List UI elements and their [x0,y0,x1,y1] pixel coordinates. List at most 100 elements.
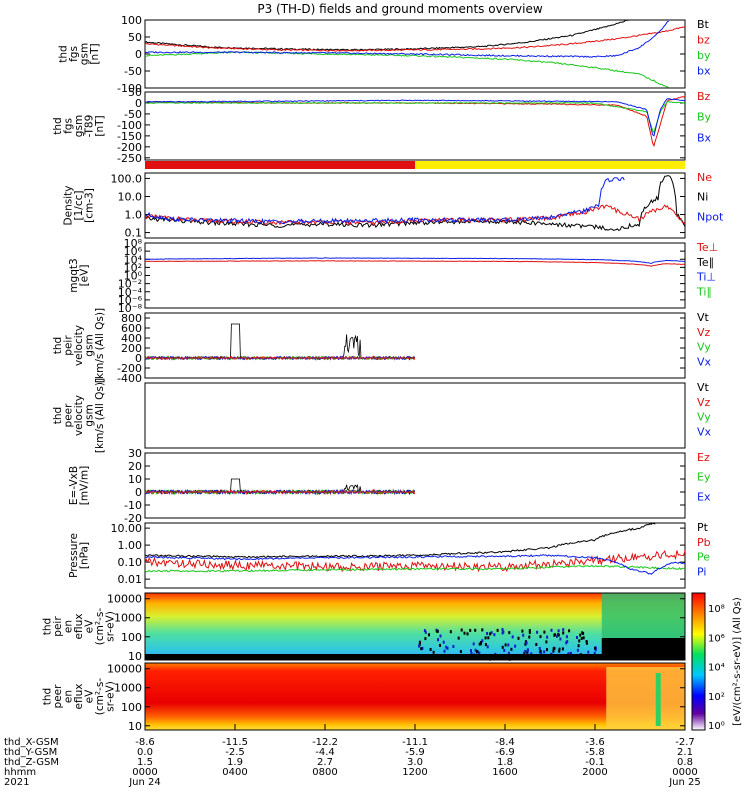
legend-Pi: Pi [697,565,706,578]
speckle [562,628,565,632]
speckle [526,648,529,652]
legend-Ni: Ni [697,191,708,204]
legend-Npot: Npot [697,210,724,223]
colorbar-tick: 10⁰ [708,721,725,732]
series-fgs_t89-By [144,101,686,134]
speckle [493,633,496,637]
speckle [460,628,463,632]
y-axis-label: Pressure [68,533,80,578]
legend-Ti∥: Ti∥ [696,285,712,298]
y-axis-label: mgqt3 [68,258,80,292]
y-axis-label: thd [52,337,64,354]
speckle [594,646,596,650]
speckle [557,629,560,633]
speckle [439,643,441,647]
speckle [521,629,524,633]
y-tick-label: 50 [128,31,142,44]
x-row-label: thd_X-GSM [4,737,59,748]
panel-frame [144,91,686,161]
y-axis-label: gsm [84,404,96,426]
series-density-Ne [144,204,686,226]
x-tick-label: -5.9 [405,747,425,758]
y-tick-label: 800 [121,312,142,325]
y-tick-label: 10⁰ [124,270,143,283]
speckle [576,648,579,652]
speckle [522,633,525,637]
y-tick-label: 100 [121,14,142,27]
y-axis-label: [nT] [89,43,101,64]
y-axis-label: en [63,690,75,703]
speckle [565,641,568,645]
x-tick-label: -4.4 [315,747,335,758]
speckle [486,632,489,635]
speckle [559,637,562,641]
y-axis-label: gsm [84,334,96,356]
legend-Pb: Pb [697,536,711,549]
y-tick-label: 10 [128,720,142,733]
x-tick-label: 1.9 [227,757,243,768]
speckle [507,643,510,647]
speckle [582,636,585,640]
speckle [556,634,558,638]
speckle [472,642,475,646]
panel-frame [144,19,686,89]
speckle [552,649,555,653]
spectrogram-late [606,667,685,730]
y-tick-label: 10⁻² [118,278,142,291]
series-temp-Te [144,260,686,267]
y-tick-label: 0.1 [125,227,143,240]
y-axis-label: [km/s (All Qs)] [94,378,106,453]
speckle [439,634,442,638]
legend-Bt: Bt [697,18,710,31]
y-tick-label: -20 [124,512,142,525]
series-peir_vel-3 [144,355,416,361]
legend-Vz: Vz [697,396,711,409]
legend-Pe: Pe [697,551,710,564]
y-axis-label: thd [52,117,64,134]
legend-Ey: Ey [697,471,711,484]
speckle [457,636,460,640]
y-axis-label: eV [84,619,96,633]
series-peir_vel-0 [144,323,416,361]
x-tick-label: 2000 [582,767,607,778]
y-tick-label: 1000 [114,682,142,695]
x-tick-label: -12.2 [312,737,338,748]
speckle [478,642,481,646]
y-axis-label: E=-VxB [68,466,80,505]
speckle [436,629,439,633]
y-tick-label: 0 [135,48,142,61]
speckle [546,635,549,639]
speckle [578,639,581,643]
y-axis-label: gsm [78,43,90,65]
y-tick-label: 50 [128,86,142,99]
speckle [478,651,481,655]
speckle [503,648,506,652]
legend-Ez: Ez [697,451,710,464]
speckle [475,650,478,654]
speckle [418,644,420,648]
legend-Vt: Vt [697,381,710,394]
y-axis-label: eflux [73,614,85,640]
speckle [528,631,531,634]
y-tick-label: 0 [135,352,142,365]
speckle [421,646,424,650]
x-tick-label: -5.8 [585,747,605,758]
speckle [557,633,560,637]
x-tick-label: 1600 [492,767,517,778]
speckle [593,651,596,655]
spectrogram-peer_eflux [145,663,685,730]
y-axis-label: sr-eV) [105,681,117,712]
y-axis-label: peer [63,403,75,428]
speckle [474,648,477,652]
speckle [594,648,597,652]
y-axis-label: [eV] [78,265,90,287]
y-tick-label: -100 [117,82,142,95]
speckle [487,636,490,640]
x-tick-label: -8.4 [495,737,515,748]
speckle [507,651,510,655]
panel-peer_eflux: 10000 1000 100 10 thdpeerenefluxeV(cm²-s-sr-… [42,662,686,733]
speckle [501,645,504,649]
speckle [528,635,531,639]
y-axis-label: eflux [73,684,85,710]
